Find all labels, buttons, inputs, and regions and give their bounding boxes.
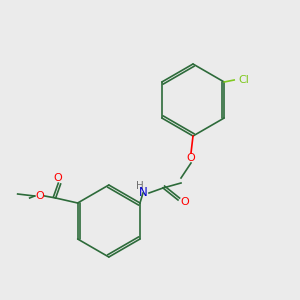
- Text: O: O: [181, 197, 189, 207]
- Text: Cl: Cl: [238, 75, 249, 85]
- Text: O: O: [187, 153, 195, 163]
- Text: O: O: [35, 191, 44, 201]
- Text: H: H: [136, 181, 144, 191]
- Text: N: N: [139, 187, 147, 200]
- Text: O: O: [53, 173, 62, 183]
